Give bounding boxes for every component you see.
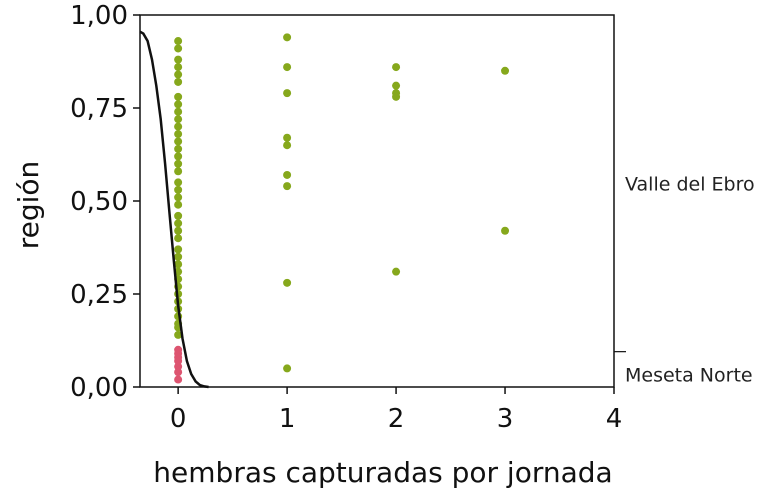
valle-del-ebro-point: [392, 268, 400, 276]
valle-del-ebro-point: [283, 33, 291, 41]
valle-del-ebro-point: [174, 71, 182, 79]
valle-del-ebro-point: [174, 245, 182, 253]
valle-del-ebro-point: [174, 108, 182, 116]
valle-del-ebro-point: [283, 171, 291, 179]
plot-area: [140, 32, 509, 387]
valle-del-ebro-point: [174, 253, 182, 261]
valle-del-ebro-point: [174, 137, 182, 145]
valle-del-ebro-point: [174, 186, 182, 194]
valle-del-ebro-point: [174, 219, 182, 227]
valle-del-ebro-point: [174, 193, 182, 201]
region-category-labels: Valle del Ebro Meseta Norte: [614, 173, 755, 386]
valle-del-ebro-point: [174, 178, 182, 186]
x-axis-title: hembras capturadas por jornada: [153, 456, 612, 489]
logistic-fit-curve: [140, 32, 209, 387]
valle-del-ebro-point: [283, 364, 291, 372]
plot-frame: [140, 15, 614, 387]
valle-del-ebro-point: [283, 63, 291, 71]
x-tick-label: 4: [606, 404, 623, 434]
valle-del-ebro-point: [283, 141, 291, 149]
valle-del-ebro-point: [174, 160, 182, 168]
valle-del-ebro-point: [174, 123, 182, 131]
valle-del-ebro-point: [174, 44, 182, 52]
valle-del-ebro-point: [174, 227, 182, 235]
valle-del-ebro-point: [283, 279, 291, 287]
valle-del-ebro-point: [283, 134, 291, 142]
y-tick-label: 1,00: [70, 1, 128, 31]
x-tick-label: 0: [170, 404, 187, 434]
valle-del-ebro-point: [174, 201, 182, 209]
valle-del-ebro-point: [174, 37, 182, 45]
valle-del-ebro-point: [392, 63, 400, 71]
valle-del-ebro-point: [501, 227, 509, 235]
valle-del-ebro-point: [174, 78, 182, 86]
y-axis-title: región: [12, 161, 45, 250]
y-tick-label: 0,75: [70, 94, 128, 124]
valle-del-ebro-point: [174, 130, 182, 138]
meseta-norte-point: [174, 368, 182, 376]
valle-del-ebro-point: [174, 212, 182, 220]
valle-del-ebro-point: [174, 234, 182, 242]
valle-del-ebro-point: [174, 63, 182, 71]
valle-del-ebro-point: [174, 93, 182, 101]
x-tick-label: 1: [279, 404, 296, 434]
category-label-meseta-norte: Meseta Norte: [625, 364, 753, 386]
meseta-norte-point: [174, 376, 182, 384]
valle-del-ebro-point: [501, 67, 509, 75]
category-label-valle-del-ebro: Valle del Ebro: [625, 173, 755, 195]
x-tick-label: 3: [497, 404, 514, 434]
x-tick-label: 2: [388, 404, 405, 434]
valle-del-ebro-point: [174, 100, 182, 108]
valle-del-ebro-point: [174, 56, 182, 64]
valle-del-ebro-point: [174, 115, 182, 123]
valle-del-ebro-point: [392, 82, 400, 90]
valle-del-ebro-point: [283, 89, 291, 97]
valle-del-ebro-point: [174, 145, 182, 153]
valle-del-ebro-point: [174, 167, 182, 175]
valle-del-ebro-point: [174, 152, 182, 160]
valle-del-ebro-point: [392, 93, 400, 101]
y-tick-label: 0,25: [70, 280, 128, 310]
y-tick-label: 0,50: [70, 187, 128, 217]
y-tick-label: 0,00: [70, 373, 128, 403]
valle-del-ebro-point: [283, 182, 291, 190]
